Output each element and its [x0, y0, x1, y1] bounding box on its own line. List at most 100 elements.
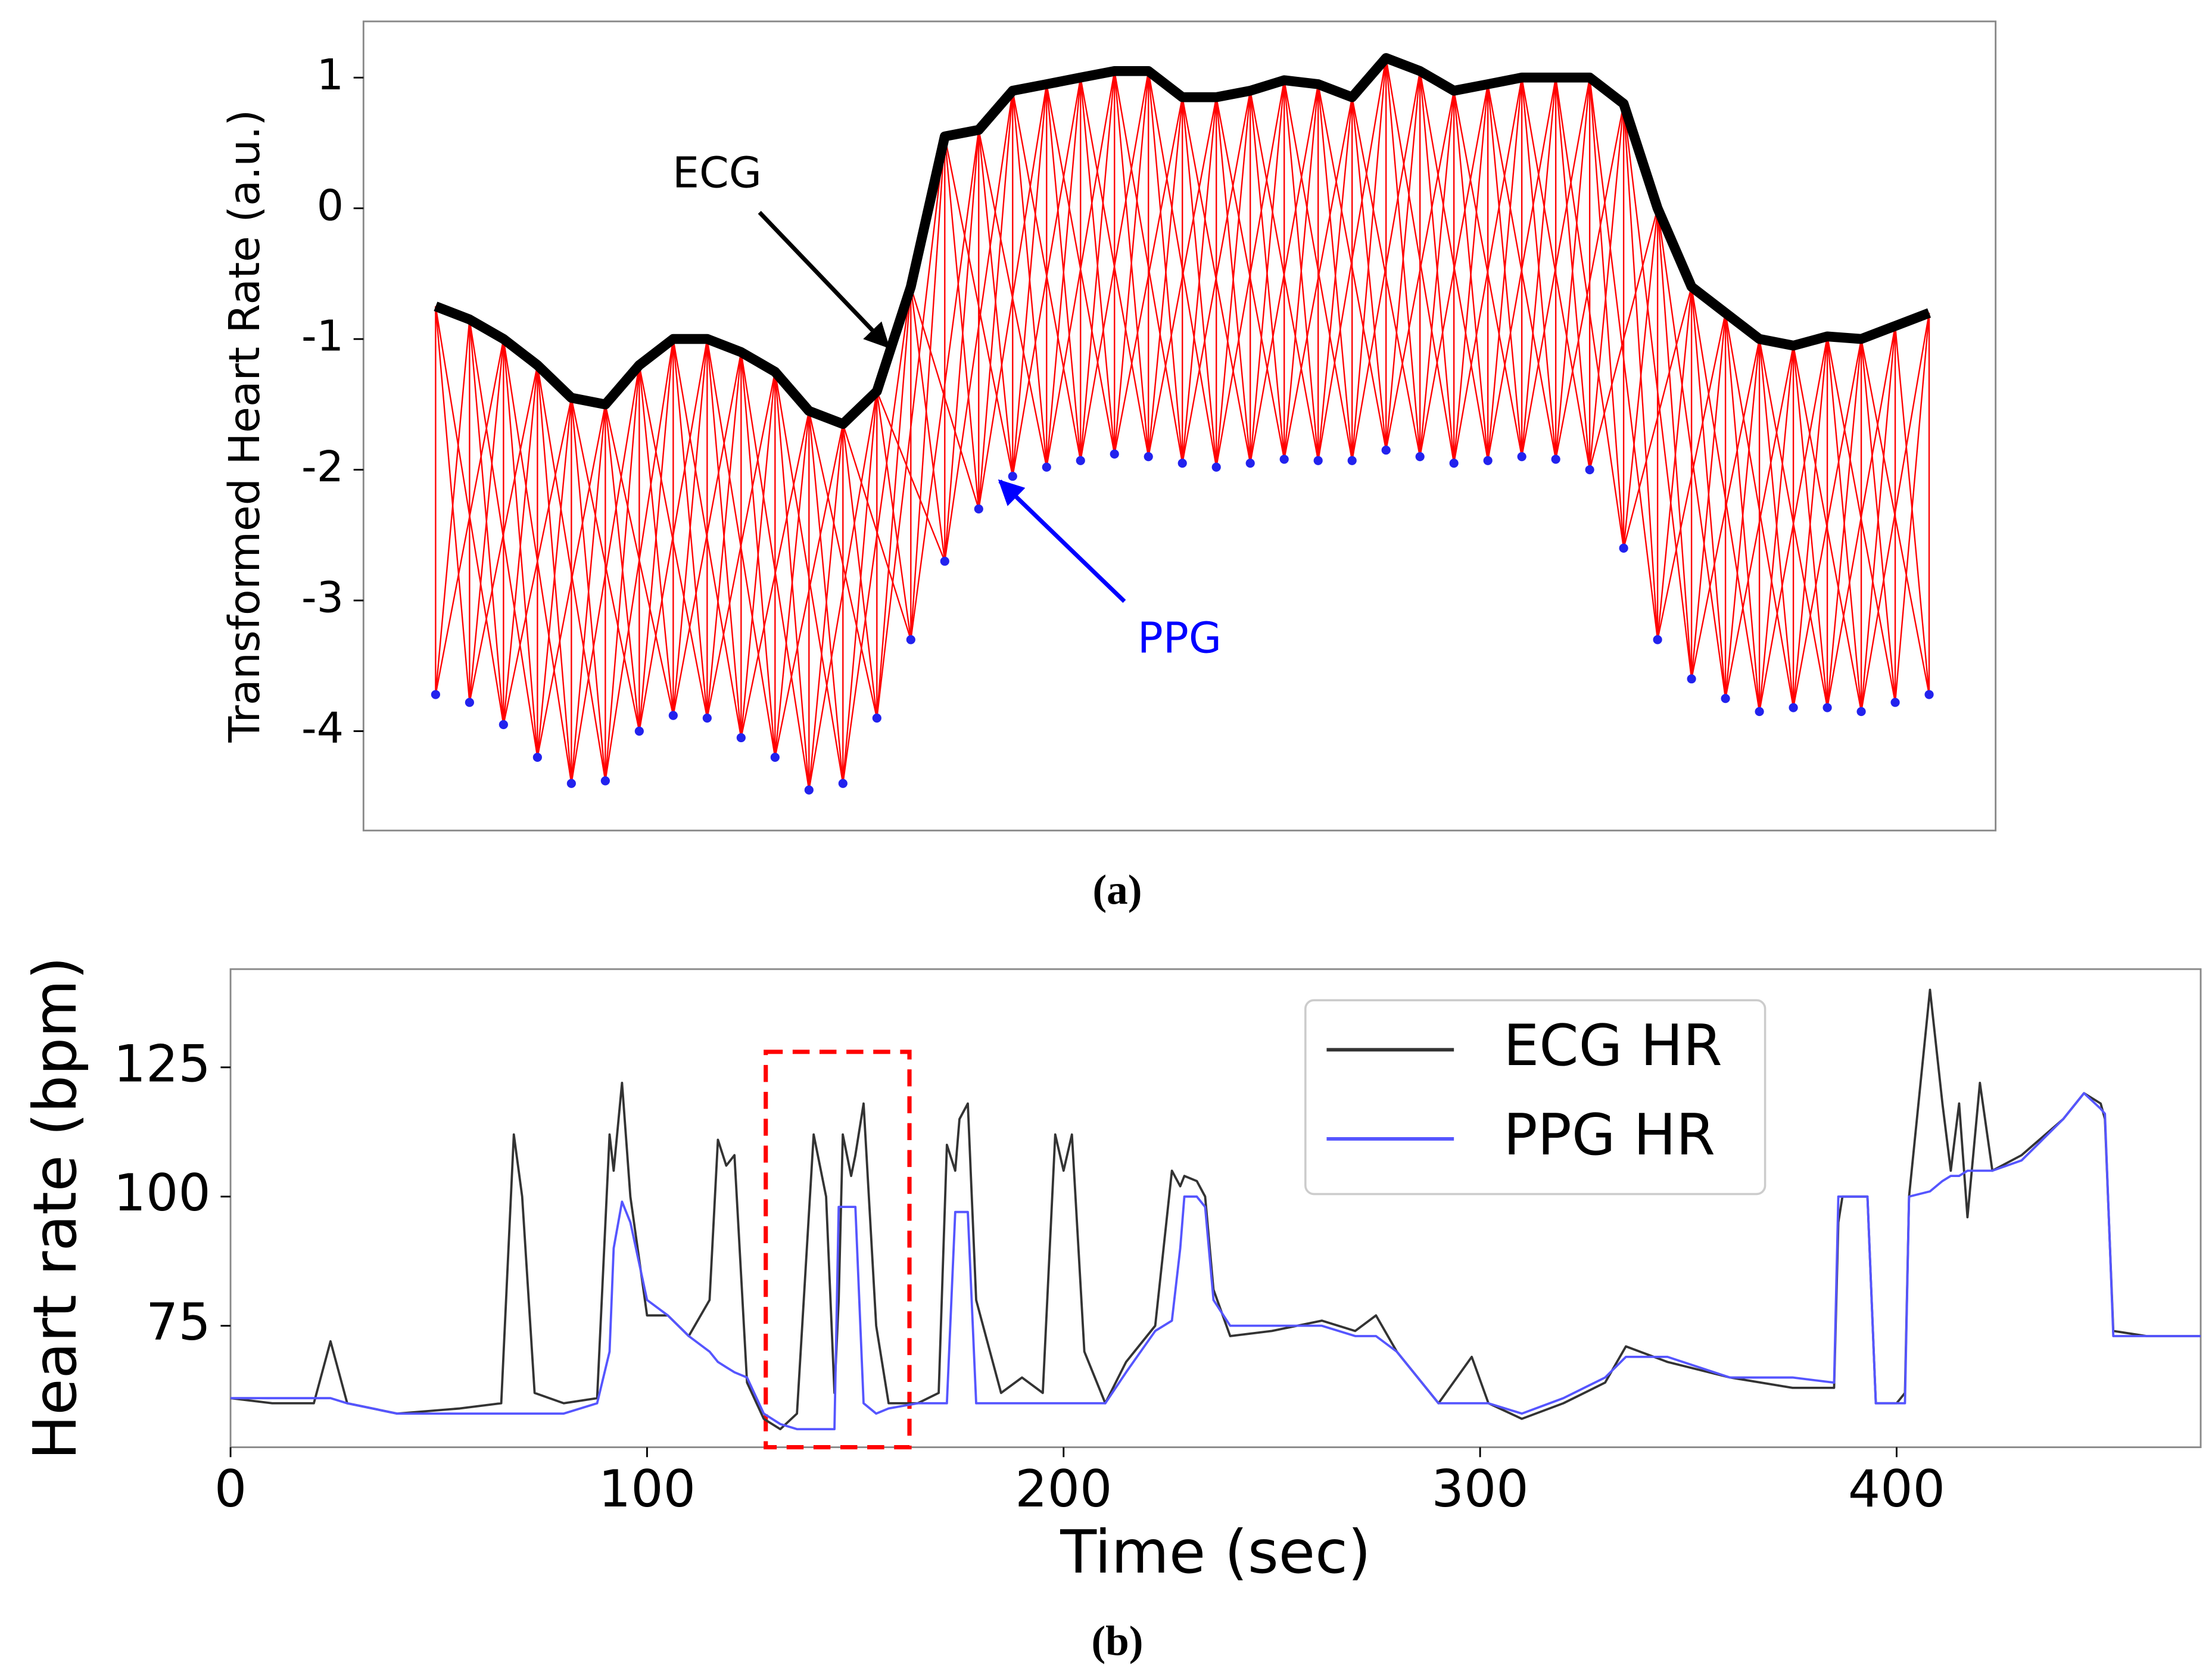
alignment-line: [503, 338, 572, 784]
alignment-line: [1317, 84, 1387, 450]
alignment-line: [876, 391, 912, 640]
alignment-line: [1521, 77, 1591, 470]
y-tick-label: 100: [114, 1164, 211, 1223]
alignment-line: [1554, 77, 1591, 470]
alignment-line: [672, 339, 708, 718]
alignment-line: [1250, 91, 1285, 460]
alignment-line: [1148, 71, 1183, 463]
ppg-point: [1076, 456, 1085, 465]
alignment-line: [910, 287, 946, 562]
ppg-point: [1585, 465, 1594, 475]
ppg-point: [499, 720, 508, 730]
alignment-line: [1283, 80, 1319, 461]
ppg-point: [1110, 449, 1119, 459]
ppg-point: [1619, 543, 1628, 553]
series-line: [434, 53, 1931, 429]
alignment-line: [469, 319, 538, 758]
alignment-line: [1012, 91, 1082, 461]
alignment-line: [1148, 71, 1217, 468]
alignment-line: [1860, 339, 1896, 703]
plot-frame-a: [362, 20, 1997, 832]
alignment-line: [1419, 71, 1455, 463]
alignment-line: [1114, 71, 1149, 457]
alignment-line: [978, 129, 1048, 468]
alignment-line: [1216, 96, 1285, 460]
ppg-point: [1347, 456, 1357, 465]
caption: (b): [1091, 1618, 1143, 1664]
alignment-line: [1385, 58, 1455, 463]
ppg-point: [1517, 452, 1526, 462]
alignment-line: [1690, 287, 1761, 712]
alignment-line: [1588, 104, 1625, 470]
alignment-line: [1080, 77, 1116, 454]
alignment-line: [1351, 97, 1387, 450]
alignment-line: [1283, 80, 1353, 461]
alignment-line: [1826, 336, 1862, 712]
alignment-line: [469, 319, 504, 725]
y-axis-label: Transformed Heart Rate (a.u.): [220, 110, 269, 743]
alignment-line: [1080, 77, 1149, 457]
alignment-line: [1182, 97, 1217, 468]
alignment-line: [1182, 96, 1251, 463]
alignment-line: [605, 404, 674, 716]
annotation: ECG: [672, 148, 762, 197]
ppg-point: [1449, 459, 1459, 468]
ppg-point: [431, 690, 441, 699]
ppg-point: [1653, 635, 1662, 645]
ppg-point: [940, 556, 949, 566]
y-tick-label: -1: [301, 312, 344, 361]
y-axis-label: Heart rate (bpm): [20, 957, 90, 1460]
ppg-point: [872, 713, 881, 723]
alignment-line: [1758, 339, 1794, 708]
x-tick-label: 200: [1015, 1460, 1112, 1519]
alignment-line: [808, 424, 844, 790]
alignment-line: [876, 287, 912, 718]
alignment-line: [1656, 208, 1693, 679]
y-tick-label: 0: [317, 180, 344, 230]
alignment-line: [944, 136, 980, 509]
alignment-line: [1622, 104, 1693, 679]
ppg-point: [974, 504, 983, 514]
annotation: PPG: [1138, 614, 1222, 663]
alignment-line: [1554, 77, 1625, 549]
alignment-line: [1046, 84, 1082, 461]
ppg-point: [566, 779, 576, 788]
ppg-point: [634, 726, 644, 736]
ppg-point: [1042, 462, 1051, 472]
alignment-line: [1487, 84, 1523, 457]
ppg-point: [600, 776, 610, 786]
y-tick-label: -4: [301, 703, 344, 753]
alignment-line: [1588, 77, 1625, 549]
alignment-line: [1453, 91, 1523, 457]
ppg-point: [668, 711, 678, 720]
alignment-line: [978, 129, 1014, 477]
alignment-line: [1351, 96, 1421, 457]
y-tick-label: 125: [114, 1035, 211, 1094]
ppg-point: [1483, 456, 1493, 465]
alignment-line: [842, 424, 878, 718]
alignment-line: [944, 129, 980, 562]
alignment-line: [944, 136, 1014, 477]
alignment-line: [808, 410, 878, 718]
alignment-line: [1216, 97, 1251, 463]
ecg-arrow: [758, 211, 890, 349]
ppg-point: [770, 752, 780, 762]
alignment-line: [740, 352, 776, 758]
legend-label: PPG HR: [1503, 1103, 1715, 1168]
alignment-line: [842, 391, 878, 784]
ppg-point: [465, 698, 474, 707]
ppg-point: [1924, 690, 1934, 699]
alignment-line: [537, 365, 572, 784]
alignment-line: [638, 365, 674, 716]
x-axis-label: Time (sec): [1060, 1517, 1371, 1587]
alignment-line: [503, 339, 538, 758]
ppg-point: [1279, 454, 1289, 464]
alignment-line: [774, 371, 810, 790]
ppg-point: [1822, 703, 1832, 712]
ppg-point: [1144, 452, 1153, 462]
x-tick-label: 0: [214, 1460, 247, 1519]
alignment-line: [571, 397, 640, 731]
alignment-line: [1826, 336, 1896, 703]
alignment-line: [1046, 84, 1116, 454]
